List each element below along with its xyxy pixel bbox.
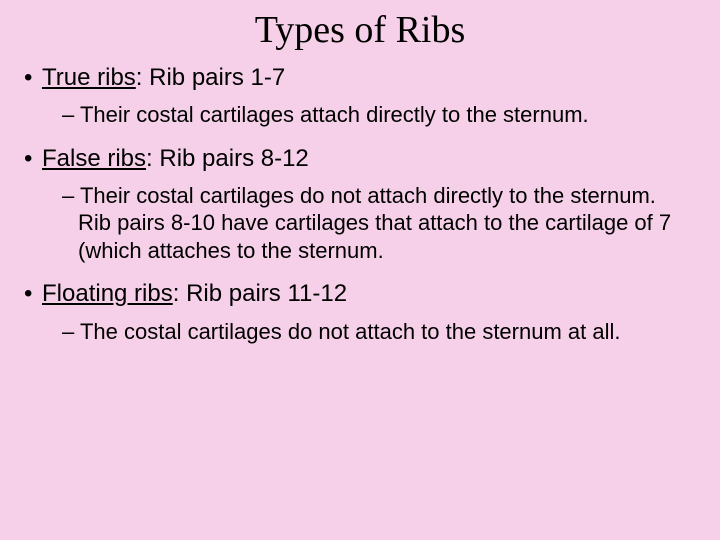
rest-text: : Rib pairs 11-12 (173, 280, 347, 307)
rest-text: : Rib pairs 8-12 (146, 145, 309, 172)
sub-text: Their costal cartilages do not attach di… (78, 183, 671, 263)
dash-marker: – (62, 319, 74, 344)
dash-marker: – (62, 183, 74, 208)
term-text: False ribs (42, 145, 146, 172)
bullet-item: •True ribs: Rib pairs 1-7 (42, 62, 700, 93)
sub-bullet-item: – The costal cartilages do not attach to… (78, 318, 680, 346)
bullet-marker: • (24, 62, 42, 93)
term-text: True ribs (42, 64, 136, 91)
sub-bullet-item: – Their costal cartilages attach directl… (78, 101, 680, 129)
bullet-item: •False ribs: Rib pairs 8-12 (42, 143, 700, 174)
bullet-marker: • (24, 143, 42, 174)
sub-text: Their costal cartilages attach directly … (80, 102, 589, 127)
sub-bullet-item: – Their costal cartilages do not attach … (78, 182, 680, 265)
dash-marker: – (62, 102, 74, 127)
term-text: Floating ribs (42, 280, 173, 307)
sub-text: The costal cartilages do not attach to t… (80, 319, 621, 344)
bullet-item: •Floating ribs: Rib pairs 11-12 (42, 278, 700, 309)
rest-text: : Rib pairs 1-7 (136, 64, 285, 91)
slide-container: Types of Ribs •True ribs: Rib pairs 1-7 … (0, 0, 720, 540)
bullet-marker: • (24, 278, 42, 309)
slide-title: Types of Ribs (20, 8, 700, 52)
